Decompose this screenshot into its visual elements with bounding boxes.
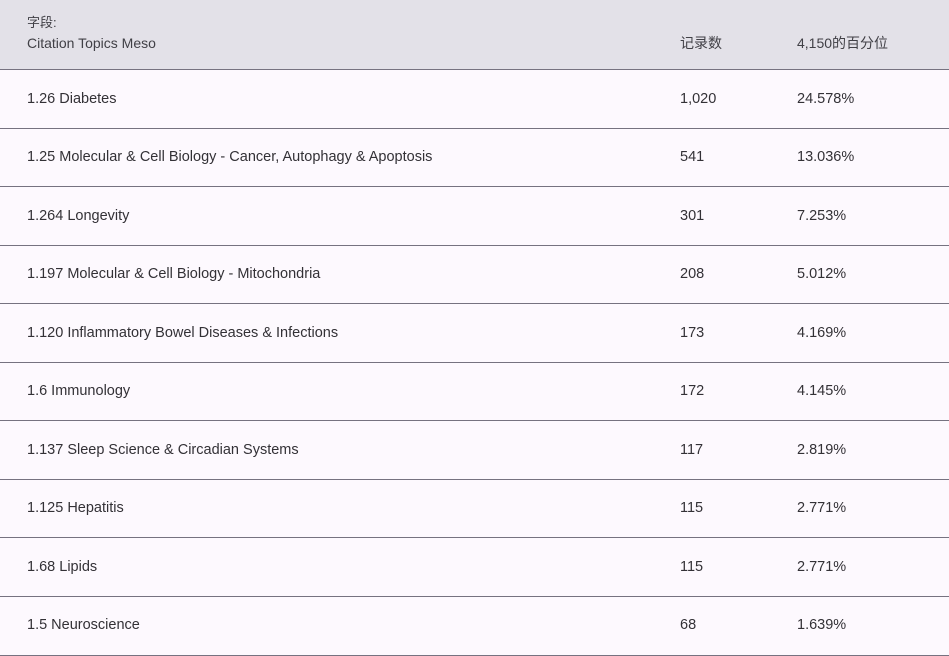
count-cell: 117 (680, 441, 704, 458)
count-cell: 115 (680, 558, 704, 575)
percent-cell: 2.819% (797, 441, 847, 458)
percent-cell: 4.145% (797, 383, 847, 400)
table-row: 1.5 Neuroscience 68 1.639% (0, 595, 949, 654)
table-header: 字段: Citation Topics Meso 记录数 4,150的百分位 (0, 0, 949, 69)
field-header-cell: 字段: Citation Topics Meso (0, 13, 680, 54)
topic-cell: 1.120 Inflammatory Bowel Diseases & Infe… (27, 324, 339, 341)
topic-cell: 1.25 Molecular & Cell Biology - Cancer, … (27, 149, 433, 166)
count-cell: 301 (680, 207, 705, 224)
percent-cell: 5.012% (797, 266, 847, 283)
count-cell: 173 (680, 324, 705, 341)
topic-cell: 1.125 Hepatitis (27, 500, 124, 517)
count-cell: 172 (680, 383, 705, 400)
table-body: 1.26 Diabetes 1,020 24.578% 1.25 Molecul… (0, 69, 949, 654)
topic-cell: 1.264 Longevity (27, 207, 130, 224)
percent-cell: 13.036% (797, 149, 855, 166)
table-row: 1.26 Diabetes 1,020 24.578% (0, 69, 949, 128)
percent-cell: 2.771% (797, 500, 847, 517)
table-row: 1.264 Longevity 301 7.253% (0, 186, 949, 245)
table-row: 1.25 Molecular & Cell Biology - Cancer, … (0, 127, 949, 186)
table-row: 1.137 Sleep Science & Circadian Systems … (0, 420, 949, 479)
count-cell: 1,020 (680, 90, 717, 107)
topic-cell: 1.26 Diabetes (27, 90, 117, 107)
topic-cell: 1.197 Molecular & Cell Biology - Mitocho… (27, 266, 321, 283)
percent-cell: 1.639% (797, 617, 847, 634)
count-cell: 115 (680, 500, 704, 517)
table-row: 1.197 Molecular & Cell Biology - Mitocho… (0, 244, 949, 303)
percentile-column-header[interactable]: 4,150的百分位 (797, 35, 889, 51)
table-row: 1.120 Inflammatory Bowel Diseases & Infe… (0, 303, 949, 362)
field-label: 字段: (27, 15, 57, 30)
table-row: 1.6 Immunology 172 4.145% (0, 361, 949, 420)
field-name: Citation Topics Meso (27, 35, 156, 51)
table-row: 1.125 Hepatitis 115 2.771% (0, 478, 949, 537)
topic-cell: 1.6 Immunology (27, 383, 131, 400)
topic-cell: 1.5 Neuroscience (27, 617, 140, 634)
count-cell: 208 (680, 266, 705, 283)
topic-cell: 1.137 Sleep Science & Circadian Systems (27, 441, 299, 458)
count-cell: 68 (680, 617, 697, 634)
topic-cell: 1.68 Lipids (27, 558, 98, 575)
table-row: 1.68 Lipids 115 2.771% (0, 537, 949, 596)
percent-cell: 4.169% (797, 324, 847, 341)
percent-cell: 2.771% (797, 558, 847, 575)
percent-cell: 7.253% (797, 207, 847, 224)
percent-cell: 24.578% (797, 90, 855, 107)
count-cell: 541 (680, 149, 705, 166)
records-column-header[interactable]: 记录数 (680, 35, 722, 51)
